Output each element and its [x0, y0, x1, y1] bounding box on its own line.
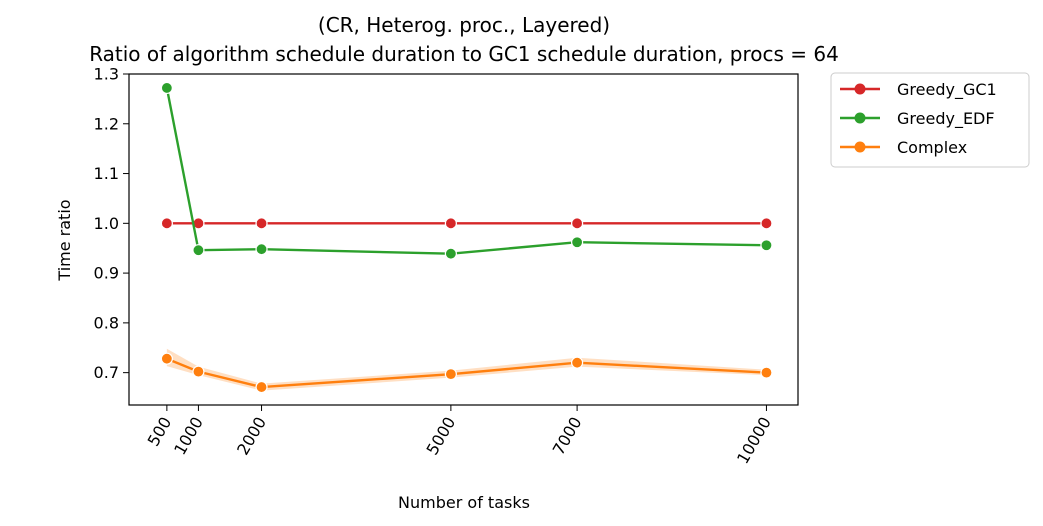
series-greedy-gc1-point: [760, 217, 773, 230]
series-greedy-edf-point: [444, 247, 457, 260]
chart-subtitle: Ratio of algorithm schedule duration to …: [89, 42, 839, 66]
series-greedy-edf-point: [571, 236, 584, 249]
y-tick-label: 0.9: [94, 264, 119, 283]
y-tick-label: 0.8: [94, 313, 119, 332]
legend-greedy-gc1-label: Greedy_GC1: [897, 80, 997, 100]
series-greedy-edf-point: [160, 81, 173, 95]
chart-title: (CR, Heterog. proc., Layered): [318, 13, 610, 37]
x-tick-label: 10000: [733, 414, 775, 468]
y-axis: 0.7 0.8 0.9 1.0 1.1 1.2 1.3: [94, 65, 129, 382]
series-greedy-edf-point: [255, 243, 268, 256]
series-complex-point: [444, 368, 457, 381]
y-tick-label: 0.7: [94, 363, 119, 382]
series-greedy-edf-point: [760, 239, 773, 252]
legend-complex-marker: [854, 141, 866, 153]
series-complex-point: [192, 365, 205, 378]
plot-area: [160, 81, 773, 394]
legend-frame: [830, 72, 1030, 168]
series-complex-confidence-band: [166, 348, 767, 391]
x-tick-label: 500: [144, 414, 176, 450]
x-tick-label: 5000: [423, 414, 460, 459]
y-tick-label: 1.1: [94, 164, 119, 183]
x-tick-label: 1000: [170, 414, 207, 459]
series-greedy-edf-line: [165, 87, 767, 255]
legend: Greedy_GC1 Greedy_EDF Complex: [830, 72, 1030, 168]
legend-greedy-edf-marker: [854, 112, 866, 124]
series-complex-point: [760, 366, 773, 379]
x-axis-label: Number of tasks: [398, 493, 530, 512]
plot-frame: [128, 73, 799, 406]
legend-complex-label: Complex: [897, 138, 967, 157]
series-greedy-gc1-point: [160, 217, 173, 230]
legend-greedy-gc1-marker: [854, 83, 866, 95]
series-complex-point: [160, 352, 173, 365]
series-greedy-gc1-point: [571, 217, 584, 230]
series-greedy-gc1-point: [444, 217, 457, 230]
legend-greedy-edf-label: Greedy_EDF: [897, 109, 995, 129]
series-complex-point: [255, 380, 268, 394]
x-tick-label: 2000: [233, 414, 270, 459]
y-axis-label: Time ratio: [55, 199, 74, 281]
y-tick-label: 1.0: [94, 214, 119, 233]
y-tick-label: 1.3: [94, 65, 119, 84]
series-greedy-gc1-point: [255, 217, 268, 230]
x-tick-label: 7000: [549, 414, 586, 459]
series-greedy-edf-point: [192, 244, 205, 257]
series-complex-point: [571, 356, 584, 369]
y-tick-label: 1.2: [94, 114, 119, 133]
